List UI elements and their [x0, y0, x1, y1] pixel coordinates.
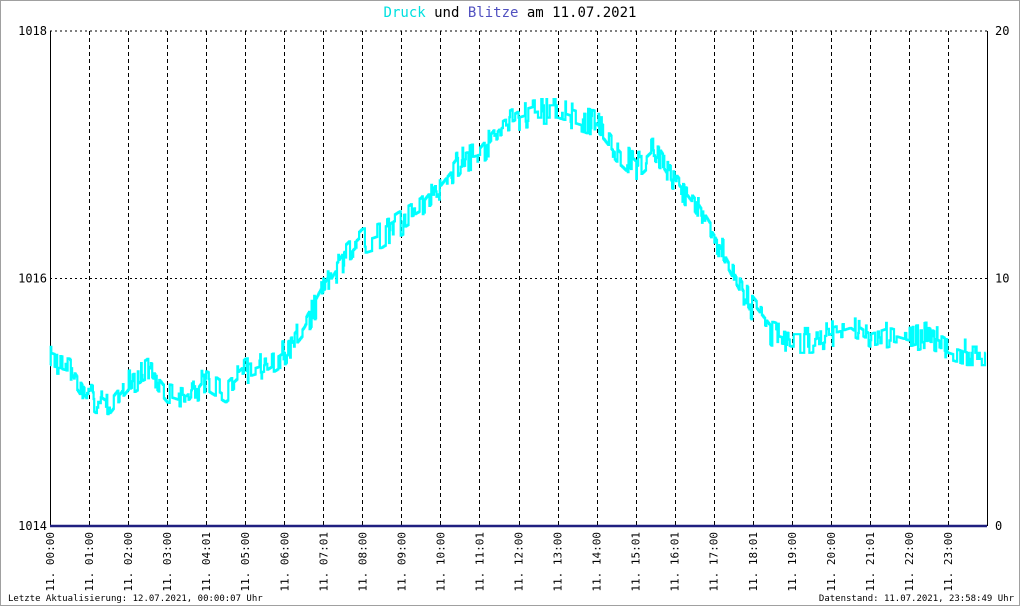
x-tick-label: 11. 20:00 — [825, 532, 838, 592]
x-tick-label: 11. 08:00 — [356, 532, 369, 592]
y-left-tick-label: 1014 — [18, 519, 47, 533]
x-tick-label: 11. 11:01 — [473, 532, 486, 592]
x-tick-label: 11. 23:00 — [942, 532, 955, 592]
y-left-tick-label: 1016 — [18, 272, 47, 286]
x-tick-label: 11. 19:00 — [786, 532, 799, 592]
x-tick-label: 11. 10:00 — [434, 532, 447, 592]
last-update-text: Letzte Aktualisierung: 12.07.2021, 00:00… — [8, 594, 263, 604]
chart-title: Druck und Blitze am 11.07.2021 — [0, 5, 1020, 21]
x-tick-label: 11. 01:00 — [83, 532, 96, 592]
title-date: am 11.07.2021 — [518, 5, 637, 21]
x-tick-label: 11. 00:00 — [44, 532, 57, 592]
x-tick-label: 11. 16:01 — [669, 532, 682, 592]
x-tick-label: 11. 05:00 — [239, 532, 252, 592]
y-right-tick-label: 10 — [995, 272, 1009, 286]
x-tick-label: 11. 21:01 — [864, 532, 877, 592]
x-tick-label: 11. 09:00 — [395, 532, 408, 592]
x-tick-label: 11. 03:00 — [161, 532, 174, 592]
x-tick-label: 11. 14:00 — [591, 532, 604, 592]
x-tick-label: 11. 12:00 — [513, 532, 526, 592]
x-tick-label: 11. 13:00 — [552, 532, 565, 592]
x-tick-label: 11. 06:00 — [278, 532, 291, 592]
x-tick-label: 11. 22:00 — [903, 532, 916, 592]
x-tick-label: 11. 15:01 — [630, 532, 643, 592]
data-status-text: Datenstand: 11.07.2021, 23:58:49 Uhr — [818, 594, 1014, 604]
x-tick-label: 11. 04:01 — [200, 532, 213, 592]
y-right-tick-label: 20 — [995, 24, 1009, 38]
x-tick-label: 11. 17:00 — [708, 532, 721, 592]
title-blitze: Blitze — [467, 5, 519, 21]
x-tick-label: 11. 02:00 — [122, 532, 135, 592]
y-left-tick-label: 1018 — [18, 24, 47, 38]
title-druck: Druck — [383, 5, 426, 21]
x-tick-label: 11. 07:01 — [317, 532, 330, 592]
y-right-tick-label: 0 — [995, 519, 1002, 533]
x-tick-label: 11. 18:01 — [747, 532, 760, 592]
title-und: und — [425, 5, 468, 21]
series-line-druck — [49, 98, 987, 416]
